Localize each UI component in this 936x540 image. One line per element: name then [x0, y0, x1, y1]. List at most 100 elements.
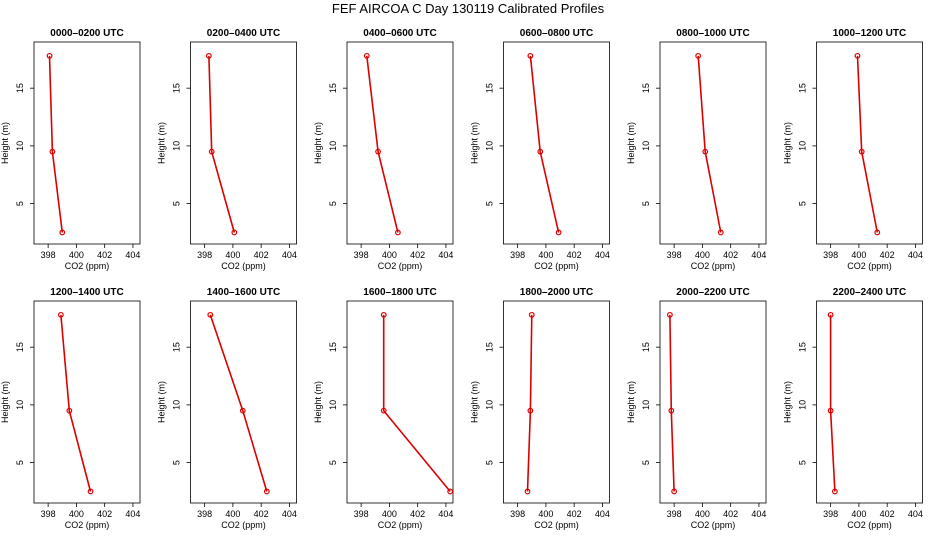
y-tick-label: 15	[798, 83, 808, 93]
panel-7: 1200–1400 UTC 398 400 402 404 CO2 (ppm) 5 10 15 H…	[0, 287, 140, 530]
y-axis-label: Height (m)	[783, 122, 793, 164]
x-axis-label: CO2 (ppm)	[847, 520, 892, 530]
plot-frame	[190, 41, 297, 245]
profile-line	[829, 314, 836, 492]
y-tick-label: 15	[328, 342, 338, 352]
x-tick-label: 404	[282, 250, 297, 260]
x-tick-label: 402	[97, 250, 112, 260]
data-point	[537, 148, 544, 155]
y-tick-label: 15	[172, 342, 182, 352]
data-point	[59, 229, 66, 236]
plot-frame	[816, 41, 923, 245]
y-tick-label: 15	[172, 83, 182, 93]
plot-frame	[503, 300, 610, 504]
panel-8: 1400–1600 UTC 398 400 402 404 CO2 (ppm) 5 10 15 H…	[157, 287, 297, 530]
y-tick-label: 10	[641, 400, 651, 410]
x-axis-label: CO2 (ppm)	[65, 520, 110, 530]
y-tick-label: 5	[641, 201, 651, 206]
plot-frame	[659, 41, 767, 245]
y-axis-label: Height (m)	[626, 122, 636, 164]
data-point	[528, 311, 535, 318]
plot-frame	[346, 41, 454, 245]
y-tick-label: 10	[485, 400, 495, 410]
main-title: FEF AIRCOA C Day 130119 Calibrated Profi…	[331, 1, 605, 16]
x-tick-label: 398	[667, 250, 682, 260]
x-tick-label: 398	[41, 250, 56, 260]
panel-title: 1400–1600 UTC	[207, 287, 280, 298]
x-tick-label: 398	[197, 509, 212, 519]
x-tick-label: 404	[908, 509, 923, 519]
data-point	[527, 52, 534, 59]
x-tick-label: 400	[851, 509, 866, 519]
plot-frame	[190, 300, 297, 504]
x-axis-label: CO2 (ppm)	[534, 261, 579, 271]
plot-frame	[503, 41, 610, 245]
x-tick-label: 398	[354, 250, 369, 260]
y-tick-label: 5	[172, 201, 182, 206]
x-tick-label: 400	[69, 250, 84, 260]
x-axis-label: CO2 (ppm)	[65, 261, 110, 271]
profile-line	[208, 55, 236, 233]
data-point	[46, 52, 53, 59]
data-point	[671, 488, 678, 495]
x-tick-label: 398	[510, 250, 525, 260]
y-tick-label: 5	[15, 201, 25, 206]
x-axis-label: CO2 (ppm)	[378, 261, 423, 271]
panel-10: 1800–2000 UTC 398 400 402 404 CO2 (ppm) 5 10 15 H…	[470, 287, 610, 530]
y-tick-label: 5	[798, 460, 808, 465]
y-tick-label: 10	[15, 400, 25, 410]
y-axis-label: Height (m)	[313, 381, 323, 423]
data-point	[231, 229, 238, 236]
y-tick-label: 10	[328, 141, 338, 151]
x-tick-label: 402	[567, 250, 582, 260]
data-point	[666, 311, 673, 318]
panel-title: 1000–1200 UTC	[833, 28, 906, 39]
y-tick-label: 15	[328, 83, 338, 93]
plot-frame	[659, 300, 767, 504]
profile-line	[669, 314, 675, 492]
panel-title: 0400–0600 UTC	[363, 28, 436, 39]
panel-11: 2000–2200 UTC 398 400 402 404 CO2 (ppm) 5 10 15 H…	[626, 287, 766, 530]
plot-frame	[816, 300, 923, 504]
x-tick-label: 400	[851, 250, 866, 260]
x-tick-label: 402	[410, 509, 425, 519]
y-axis-label: Height (m)	[0, 381, 10, 423]
panel-title: 0200–0400 UTC	[207, 28, 280, 39]
data-point	[874, 229, 881, 236]
x-tick-label: 398	[510, 509, 525, 519]
profile-line	[209, 314, 268, 492]
panel-4: 0600–0800 UTC 398 400 402 404 CO2 (ppm) 5 10 15 H…	[470, 28, 610, 271]
profile-line	[526, 314, 533, 492]
x-tick-label: 404	[595, 250, 610, 260]
data-point	[49, 148, 56, 155]
data-point	[854, 52, 861, 59]
panel-2: 0200–0400 UTC 398 400 402 404 CO2 (ppm) 5 10 15 H…	[157, 28, 297, 271]
data-point	[555, 229, 562, 236]
y-tick-label: 15	[15, 83, 25, 93]
x-tick-label: 400	[695, 509, 710, 519]
y-tick-label: 15	[641, 83, 651, 93]
x-axis-label: CO2 (ppm)	[691, 261, 736, 271]
x-tick-label: 400	[382, 250, 397, 260]
panel-5: 0800–1000 UTC 398 400 402 404 CO2 (ppm) 5 10 15 H…	[626, 28, 766, 271]
data-point	[702, 148, 709, 155]
y-tick-label: 5	[172, 460, 182, 465]
x-tick-label: 404	[751, 250, 766, 260]
y-tick-label: 5	[15, 460, 25, 465]
panel-1: 0000–0200 UTC 398 400 402 404 CO2 (ppm) 5 10 15 H…	[0, 28, 140, 271]
panel-title: 0000–0200 UTC	[50, 28, 123, 39]
x-tick-label: 404	[908, 250, 923, 260]
data-point	[717, 229, 724, 236]
y-axis-label: Height (m)	[626, 381, 636, 423]
profile-line	[60, 314, 92, 492]
data-point	[375, 148, 381, 155]
x-tick-label: 400	[695, 250, 710, 260]
x-tick-label: 404	[438, 509, 453, 519]
x-tick-label: 402	[410, 250, 425, 260]
data-point	[447, 488, 454, 495]
data-point	[239, 407, 246, 414]
panel-title: 0800–1000 UTC	[676, 28, 749, 39]
profile-line	[382, 314, 451, 493]
x-tick-label: 404	[438, 250, 453, 260]
x-tick-label: 404	[125, 250, 140, 260]
